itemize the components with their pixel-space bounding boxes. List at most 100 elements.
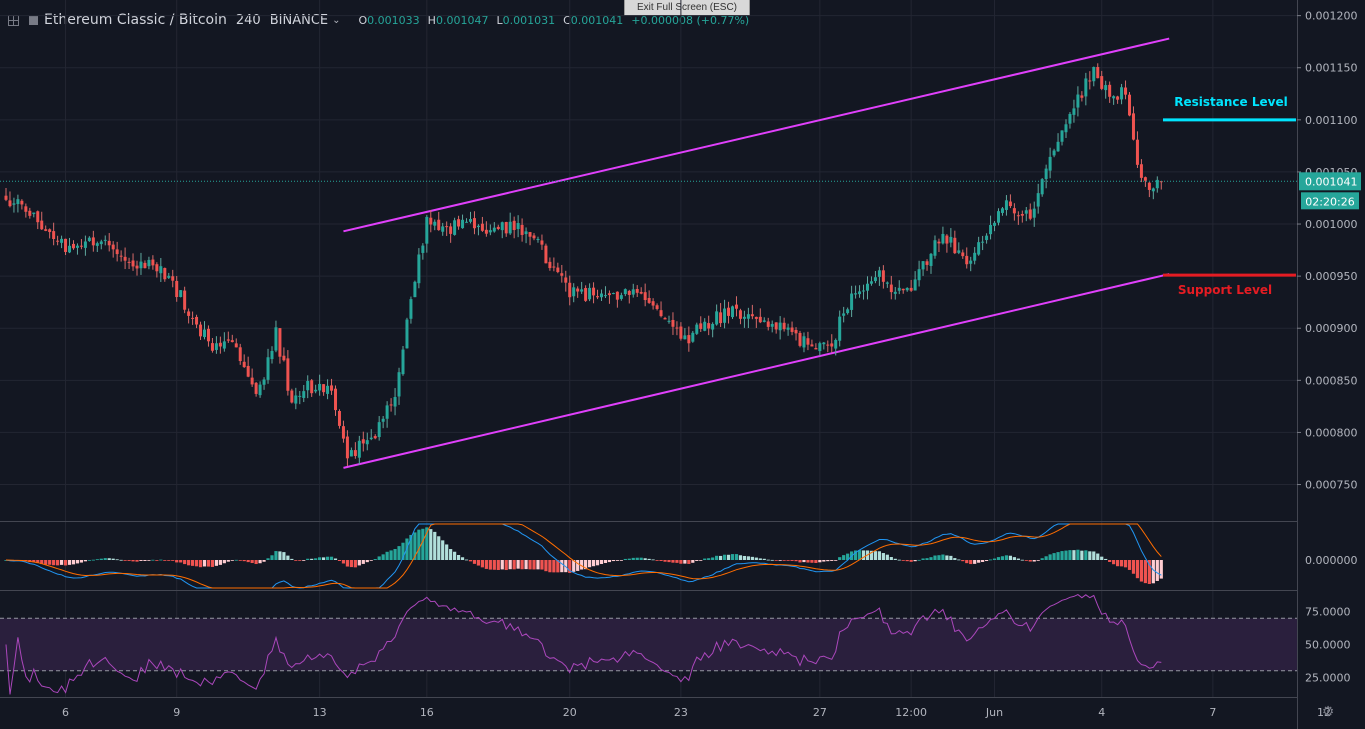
candle [453, 217, 457, 236]
candle [334, 385, 338, 416]
candle [476, 224, 480, 236]
macd-histogram-bar [786, 560, 790, 561]
candle [258, 381, 262, 398]
macd-histogram-bar [766, 559, 770, 561]
macd-histogram-bar [357, 560, 361, 566]
macd-histogram-bar [782, 560, 786, 561]
support-label: Support Level [1178, 283, 1272, 297]
macd-histogram-bar [802, 560, 806, 563]
candle [588, 283, 592, 302]
time-axis-bg[interactable] [0, 698, 1297, 729]
settings-gear-icon[interactable]: ⚙ [1321, 704, 1335, 720]
exchange-label[interactable]: BINANCE [269, 12, 329, 28]
interval-label[interactable]: 240 [235, 12, 261, 28]
macd-histogram-bar [778, 560, 782, 561]
candle [357, 435, 361, 465]
macd-histogram-bar [254, 560, 258, 565]
macd-histogram-bar [135, 560, 139, 562]
macd-histogram-bar [901, 560, 905, 561]
candle [1096, 63, 1100, 79]
macd-histogram-bar [715, 555, 719, 560]
candle [500, 221, 504, 239]
candle [953, 230, 957, 255]
candle [1040, 178, 1044, 197]
macd-histogram-bar [496, 560, 500, 570]
candle [484, 221, 488, 237]
rsi-pane [0, 594, 1297, 695]
candle [977, 236, 981, 256]
macd-histogram-bar [738, 555, 743, 560]
candle [409, 296, 413, 324]
candle [1076, 86, 1080, 117]
macd-histogram-bar [48, 560, 52, 565]
macd-histogram-bar [1116, 560, 1120, 567]
macd-histogram-bar [734, 554, 739, 560]
macd-histogram-bar [373, 559, 377, 560]
candle [985, 233, 989, 244]
candle [488, 224, 492, 236]
candle [850, 285, 854, 317]
candle [989, 215, 993, 240]
candle [278, 328, 282, 364]
chevron-down-icon[interactable]: ⌄ [332, 14, 341, 26]
candle [1024, 206, 1028, 222]
macd-histogram-bar [754, 557, 758, 560]
channel-lower-line[interactable] [343, 273, 1170, 469]
candle [826, 340, 830, 353]
macd-histogram-bar [111, 558, 115, 560]
candle [786, 323, 790, 336]
y-tick-label: 0.001100 [1305, 114, 1358, 127]
candle [897, 280, 901, 295]
macd-histogram-bar [139, 560, 143, 561]
candle [528, 231, 532, 246]
candle [631, 283, 635, 298]
candle [349, 447, 353, 457]
candle [889, 275, 893, 300]
candle [548, 257, 552, 271]
macd-histogram-bar [381, 554, 385, 560]
macd-zero-label: 0.000000 [1305, 554, 1358, 567]
channel-upper-line[interactable] [343, 37, 1170, 233]
macd-histogram-bar [333, 558, 338, 560]
macd-histogram-bar [480, 560, 484, 568]
macd-histogram-bar [798, 560, 802, 563]
candle [345, 430, 349, 466]
candle [647, 290, 651, 304]
candle [163, 267, 167, 282]
rsi-tick-label: 50.0000 [1305, 639, 1351, 652]
macd-histogram-bar [810, 560, 814, 563]
macd-histogram-bar [353, 560, 357, 568]
candle [802, 332, 806, 353]
macd-histogram-bar [532, 560, 536, 570]
candle [1143, 176, 1147, 187]
macd-histogram-bar [421, 528, 425, 560]
expand-icon[interactable] [8, 14, 19, 26]
candle [286, 350, 290, 396]
candle [472, 211, 476, 235]
candle [945, 234, 949, 253]
price-axis-bg[interactable] [1297, 0, 1365, 729]
candle [957, 242, 961, 255]
macd-histogram-bar [794, 560, 798, 562]
candle [734, 296, 738, 317]
macd-histogram-bar [580, 560, 584, 570]
candle [385, 401, 389, 428]
candle [516, 215, 520, 238]
macd-histogram-bar [401, 542, 405, 560]
candle [933, 235, 937, 259]
candle [1072, 99, 1076, 123]
macd-histogram-bar [595, 560, 600, 566]
macd-histogram-bar [524, 560, 528, 570]
candle [282, 347, 286, 362]
candle [524, 227, 528, 244]
candle [131, 253, 135, 271]
candle [1080, 91, 1084, 102]
candle [738, 308, 742, 325]
candle [306, 375, 310, 399]
macd-histogram-bar [667, 560, 671, 563]
candle [250, 368, 254, 387]
macd-histogram-bar [659, 560, 663, 561]
candle [28, 207, 32, 219]
candle [226, 331, 230, 343]
